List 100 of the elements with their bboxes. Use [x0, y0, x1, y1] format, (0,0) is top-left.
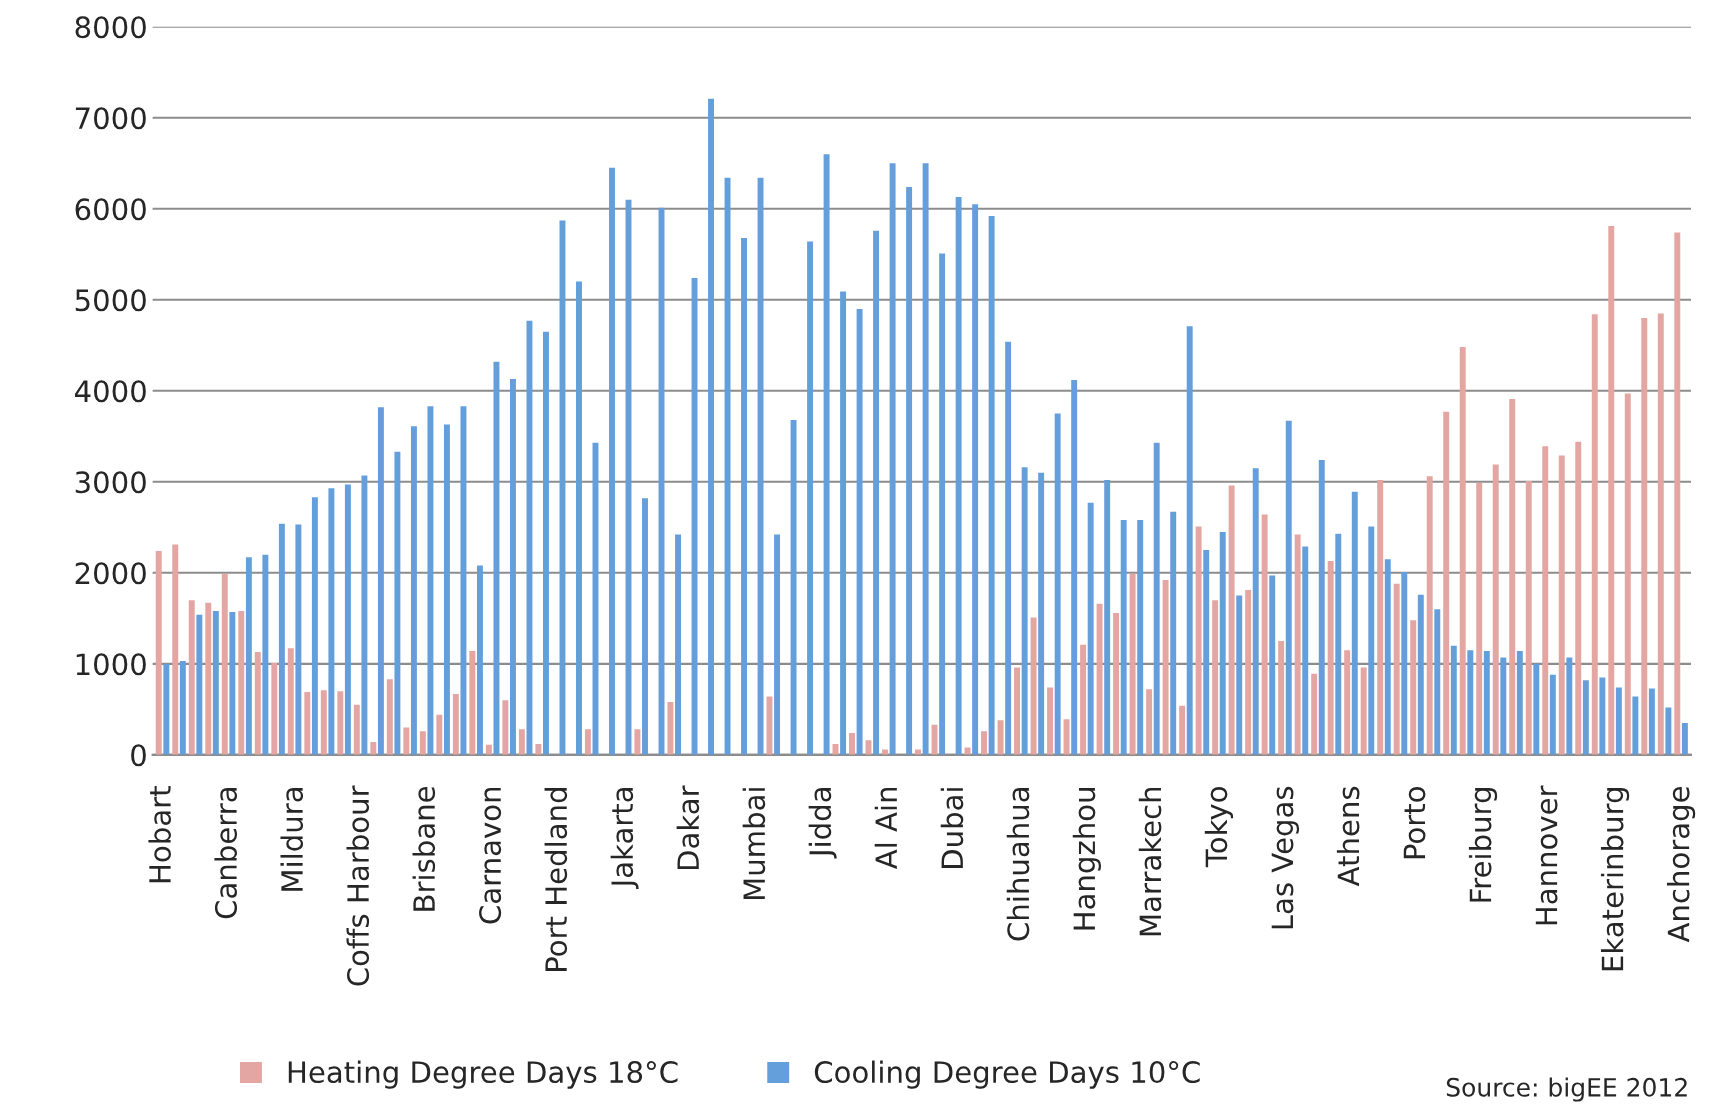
x-tick-label: Dakar	[676, 785, 700, 870]
bar	[1566, 657, 1573, 755]
x-tick-label: Las Vegas	[1271, 786, 1300, 929]
bar	[1582, 680, 1589, 755]
bar	[535, 743, 542, 755]
bar	[436, 714, 443, 755]
bar	[370, 742, 377, 755]
bar	[509, 378, 516, 755]
bar	[271, 662, 278, 755]
bar	[1459, 347, 1466, 755]
bar	[584, 729, 591, 755]
bar	[1360, 667, 1367, 755]
bar	[939, 253, 946, 755]
y-tick-label: 5000	[75, 289, 146, 312]
y-tick-label: 1000	[76, 653, 146, 676]
bar	[1591, 314, 1598, 755]
bar	[238, 611, 245, 755]
bar	[667, 702, 674, 755]
bar	[196, 614, 203, 755]
bar	[1393, 583, 1400, 755]
bar	[1492, 464, 1499, 755]
bar	[1467, 650, 1474, 755]
bar	[1120, 520, 1127, 755]
bar	[1047, 687, 1054, 755]
bar	[642, 498, 648, 755]
bar	[1146, 689, 1153, 755]
bar	[997, 720, 1004, 755]
bar	[1162, 580, 1169, 755]
x-tick-label: Tokyo	[1204, 787, 1234, 868]
bar	[254, 652, 261, 755]
x-tick-label: Port Hedland	[544, 788, 568, 971]
bar	[377, 407, 384, 755]
x-tick-label: Marrakech	[1138, 787, 1162, 936]
bar	[1038, 472, 1045, 755]
bar	[955, 196, 962, 755]
bar	[1252, 468, 1259, 755]
bar	[212, 611, 219, 755]
bar	[981, 731, 988, 755]
bar	[1624, 393, 1631, 755]
bar	[1533, 663, 1540, 755]
x-tick-label: Hobart	[148, 786, 171, 883]
bar	[1401, 571, 1408, 755]
bar	[1558, 455, 1565, 755]
bar	[1549, 674, 1556, 755]
x-tick-label: Chihuahua	[1006, 788, 1030, 941]
x-tick-label: Hangzhou	[1072, 788, 1101, 930]
y-tick-label: 0	[131, 744, 146, 767]
bar	[1443, 411, 1450, 755]
bar	[1608, 226, 1615, 755]
bar	[675, 534, 681, 755]
bar	[1245, 590, 1252, 755]
bar	[915, 749, 921, 755]
bar	[386, 679, 393, 755]
x-tick-label: Jakarta	[610, 788, 639, 889]
bar	[1665, 707, 1672, 755]
y-tick-label: 7000	[75, 107, 146, 130]
bar	[1318, 459, 1325, 755]
bar	[1450, 645, 1457, 755]
bar	[205, 602, 212, 755]
bar	[708, 98, 714, 755]
bar	[1525, 480, 1532, 755]
bar	[840, 291, 847, 755]
bar	[1476, 482, 1483, 755]
bar	[311, 497, 318, 755]
bar	[1285, 420, 1292, 755]
bar	[1351, 491, 1358, 755]
bar	[353, 704, 360, 755]
bar	[394, 451, 401, 755]
bar	[1005, 341, 1012, 755]
bar	[922, 163, 929, 755]
bar	[1294, 534, 1301, 755]
x-tick-label: Anchorage	[1666, 786, 1696, 943]
bar	[502, 700, 509, 755]
bar	[403, 727, 410, 755]
bar	[344, 484, 351, 755]
bar	[287, 648, 294, 755]
bar	[526, 320, 533, 755]
bar	[476, 565, 483, 755]
bar	[1599, 677, 1606, 755]
x-tick-label: Mildura	[280, 788, 304, 891]
bar	[1344, 650, 1351, 755]
x-tick-label: Coffs Harbour	[346, 785, 370, 986]
bar	[1104, 480, 1111, 755]
bar	[1575, 441, 1582, 755]
bar	[1030, 617, 1037, 755]
x-tick-label: Athens	[1336, 786, 1360, 887]
x-tick-label: Carnavon	[479, 787, 502, 924]
bar	[1674, 232, 1681, 755]
bar	[493, 361, 500, 755]
bar	[485, 744, 492, 755]
bar	[1212, 600, 1219, 755]
legend-label: Cooling Degree Days 10°C	[814, 1060, 1200, 1089]
bar	[163, 663, 170, 755]
bar	[889, 163, 896, 755]
bar	[790, 419, 797, 755]
bar	[245, 557, 252, 755]
bar	[1269, 575, 1276, 755]
bar	[1170, 511, 1177, 755]
bar	[1368, 526, 1375, 755]
bar	[988, 216, 995, 755]
